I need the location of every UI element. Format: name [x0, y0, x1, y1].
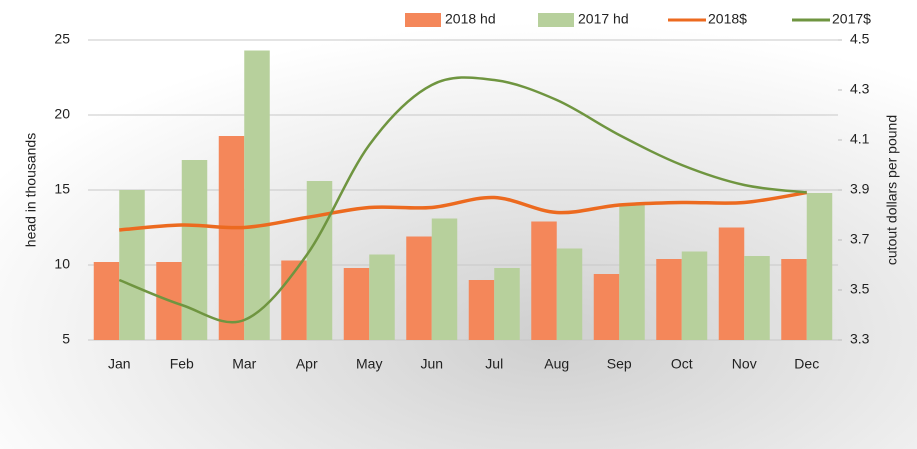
- x-tick-label: Nov: [732, 356, 757, 372]
- bar: [431, 218, 458, 340]
- y-axis-title: head in thousands: [23, 133, 39, 247]
- x-tick-label: Dec: [794, 356, 819, 372]
- bar: [718, 227, 745, 340]
- y-tick-label: 5: [62, 331, 70, 347]
- bar: [681, 251, 708, 340]
- y2-tick-label: 3.5: [850, 281, 870, 297]
- bar: [593, 274, 620, 340]
- y-tick-label: 20: [54, 106, 70, 122]
- y2-tick-label: 3.9: [850, 181, 870, 197]
- bar: [369, 254, 395, 340]
- y2-tick-label: 3.3: [850, 331, 870, 347]
- y2-axis-title: cutout dollars per pound: [884, 115, 900, 265]
- legend-label: 2017$: [832, 11, 871, 27]
- bar: [343, 268, 370, 340]
- bar: [619, 205, 645, 340]
- y2-tick-label: 3.7: [850, 231, 870, 247]
- x-tick-label: Mar: [232, 356, 256, 372]
- y-tick-label: 10: [54, 256, 70, 272]
- bar: [531, 221, 557, 340]
- legend-swatch: [405, 13, 441, 27]
- bar: [494, 268, 520, 340]
- x-tick-label: Apr: [296, 356, 318, 372]
- bar: [406, 236, 432, 340]
- y2-tick-label: 4.5: [850, 31, 870, 47]
- bar: [806, 193, 833, 340]
- bar: [468, 280, 495, 340]
- x-tick-label: Aug: [544, 356, 569, 372]
- legend-label: 2018 hd: [445, 11, 496, 27]
- legend-label: 2018$: [708, 11, 747, 27]
- y2-tick-label: 4.1: [850, 131, 870, 147]
- line-series: [119, 190, 808, 232]
- bar: [556, 248, 583, 340]
- bar: [119, 190, 145, 340]
- bar: [656, 259, 682, 340]
- bar: [781, 259, 807, 340]
- bar: [306, 181, 333, 340]
- bar: [744, 256, 770, 340]
- x-tick-label: Jan: [108, 356, 131, 372]
- legend-swatch: [538, 13, 574, 27]
- x-tick-label: Oct: [671, 356, 693, 372]
- x-tick-label: Sep: [607, 356, 632, 372]
- line-series: [118, 76, 807, 324]
- bar: [93, 262, 120, 340]
- bar: [218, 136, 245, 340]
- x-tick-label: Jul: [485, 356, 503, 372]
- y-tick-label: 25: [54, 31, 70, 47]
- y2-tick-label: 4.3: [850, 81, 870, 97]
- legend-label: 2017 hd: [578, 11, 629, 27]
- bar: [244, 50, 270, 340]
- x-tick-label: Jun: [420, 356, 443, 372]
- x-tick-label: May: [356, 356, 382, 372]
- x-tick-label: Feb: [170, 356, 194, 372]
- y-tick-label: 15: [54, 181, 70, 197]
